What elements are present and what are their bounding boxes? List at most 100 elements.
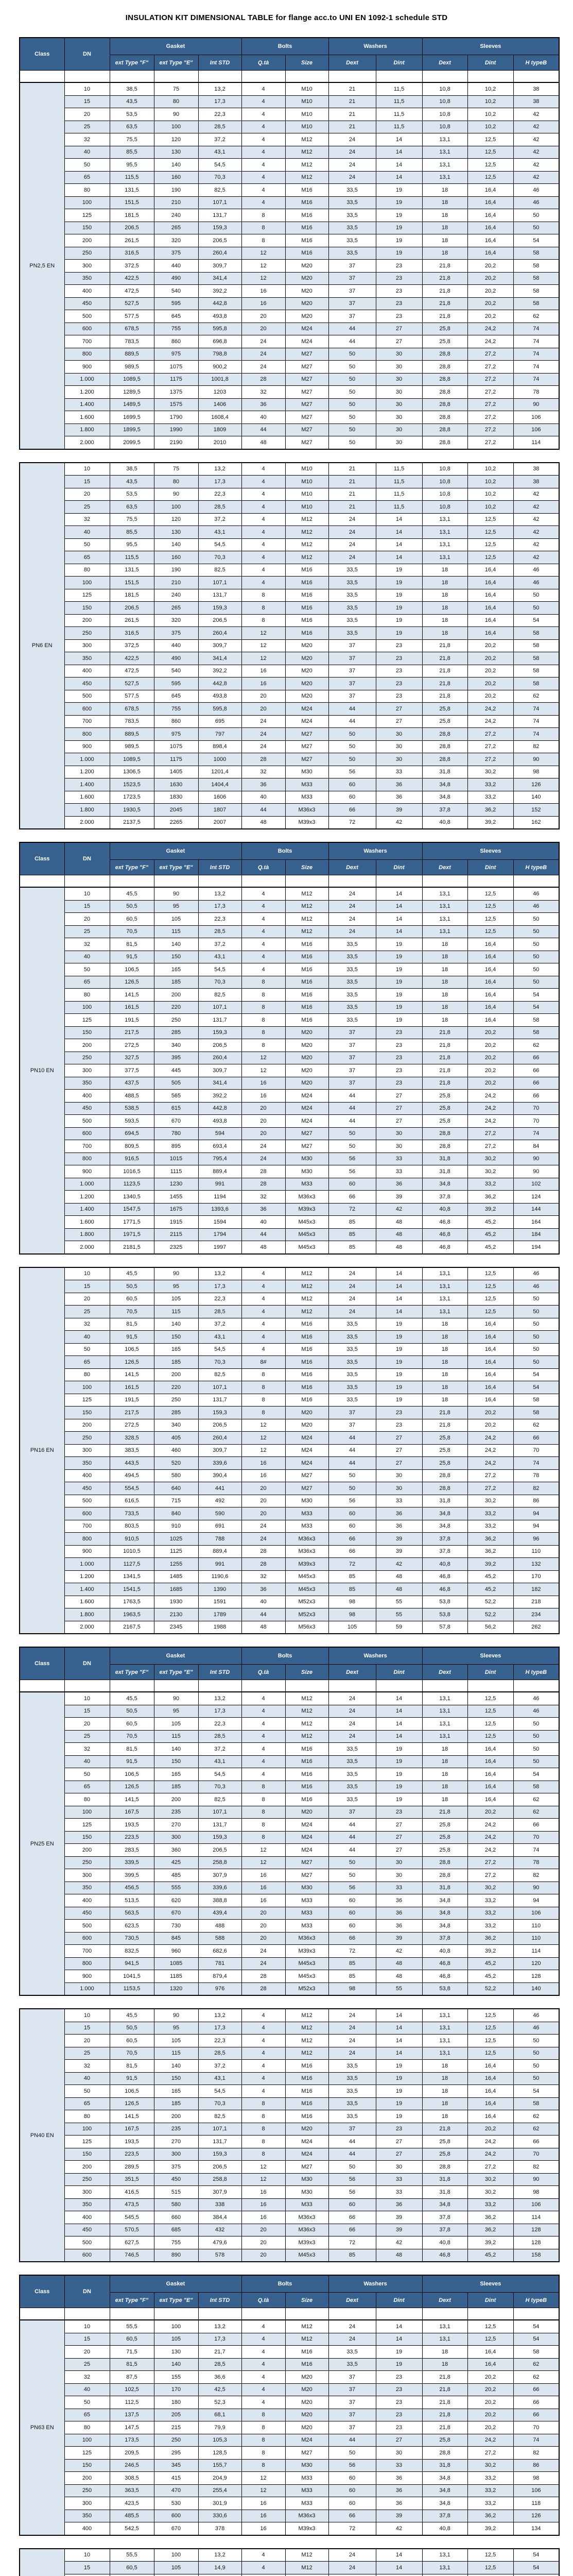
- cell-sleeve_dext: 21,8: [422, 677, 468, 690]
- cell-gasket_int_std: 131,7: [198, 1393, 242, 1406]
- cell-gasket_ext_type_e: 160: [153, 551, 199, 564]
- cell-dn: 400: [64, 284, 110, 298]
- cell-washer_dext: 24: [328, 2332, 376, 2346]
- cell-h_typeb: 50: [513, 963, 560, 976]
- cell-washer_dext: 37: [328, 259, 376, 273]
- cell-washer_dint: 19: [375, 221, 423, 234]
- cell-gasket_int_std: 1807: [198, 803, 242, 817]
- cell-sleeve_dext: 13,1: [422, 912, 468, 926]
- column-subheader-bolts_qty: Q.tà: [241, 55, 286, 71]
- cell-sleeve_dext: 13,1: [422, 538, 468, 551]
- cell-sleeve_dint: 39,2: [467, 1944, 514, 1958]
- cell-gasket_int_std: 258,8: [198, 1856, 242, 1869]
- table-row: 600 678,5 755 595,8 20 M24 44 27 25,8 24,2 74: [20, 322, 560, 335]
- cell-sleeve_dint: 12,5: [467, 900, 514, 913]
- cell-gasket_int_std: 492: [198, 1494, 242, 1507]
- cell-sleeve_dint: 16,4: [467, 1393, 514, 1406]
- cell-sleeve_dint: 45,2: [467, 2248, 514, 2262]
- cell-bolts_size: M36x3: [285, 1931, 329, 1945]
- cell-washer_dext: 98: [328, 1982, 376, 1996]
- cell-washer_dint: 33: [375, 1165, 423, 1178]
- table-row: 80 141,5 200 82,5 8 M16 33,5 19 18 16,4 62: [20, 2110, 560, 2123]
- cell-dn: 800: [64, 1957, 110, 1970]
- column-subheader-gasket_ext_type_f: ext Type "F": [109, 1664, 154, 1680]
- column-subheader-bolts_size: Size: [285, 859, 329, 875]
- cell-gasket_ext_type_f: 131,5: [109, 563, 154, 577]
- cell-gasket_ext_type_e: 205: [153, 2408, 199, 2421]
- cell-bolts_qty: 4: [241, 2548, 286, 2562]
- column-subheader-washer_dint: Dint: [375, 55, 423, 71]
- cell-washer_dint: 27: [375, 2147, 423, 2161]
- cell-bolts_size: M52x3: [285, 1608, 329, 1621]
- cell-bolts_qty: 12: [241, 626, 286, 640]
- cell-gasket_int_std: 43,1: [198, 526, 242, 539]
- cell-dn: 700: [64, 335, 110, 348]
- cell-sleeve_dint: 36,2: [467, 1931, 514, 1945]
- cell-gasket_ext_type_e: 115: [153, 2046, 199, 2060]
- cell-gasket_ext_type_e: 340: [153, 1039, 199, 1052]
- cell-gasket_int_std: 70,3: [198, 551, 242, 564]
- cell-sleeve_dint: 20,2: [467, 1418, 514, 1432]
- cell-washer_dint: 30: [375, 1127, 423, 1140]
- cell-gasket_int_std: 788: [198, 1532, 242, 1546]
- cell-gasket_ext_type_f: 577,5: [109, 689, 154, 703]
- cell-bolts_qty: 12: [241, 652, 286, 665]
- cell-sleeve_dint: 30,2: [467, 1881, 514, 1894]
- table-row: 25 81,5 140 28,5 4 M16 33,5 19 18 16,4 62: [20, 2358, 560, 2371]
- cell-washer_dext: 24: [328, 887, 376, 901]
- cell-washer_dint: 19: [375, 576, 423, 589]
- cell-bolts_qty: 8: [241, 614, 286, 627]
- table-row: 20 60,5 105 22,3 4 M12 24 14 13,1 12,5 50: [20, 912, 560, 926]
- cell-washer_dext: 33,5: [328, 1780, 376, 1793]
- blank-cell: [513, 70, 560, 83]
- cell-bolts_qty: 16: [241, 677, 286, 690]
- table-row: 700 783,5 860 696,8 24 M24 44 27 25,8 24,2 74: [20, 335, 560, 348]
- cell-dn: 10: [64, 1266, 110, 1280]
- table-row: 1.800 1963,5 2130 1789 44 M52x3 98 55 53,8 52,2 23…: [20, 1608, 560, 1621]
- cell-gasket_ext_type_e: 100: [153, 120, 199, 133]
- cell-sleeve_dext: 18: [422, 2573, 468, 2576]
- cell-bolts_qty: 44: [241, 1228, 286, 1241]
- cell-sleeve_dint: 16,4: [467, 988, 514, 1002]
- cell-sleeve_dint: 12,5: [467, 887, 514, 901]
- cell-sleeve_dext: 28,8: [422, 1127, 468, 1140]
- cell-dn: 1.800: [64, 423, 110, 436]
- cell-washer_dint: 14: [375, 2021, 423, 2035]
- cell-bolts_qty: 4: [241, 2573, 286, 2576]
- column-subheader-bolts_qty: Q.tà: [241, 859, 286, 875]
- cell-gasket_int_std: 309,7: [198, 639, 242, 652]
- cell-dn: 450: [64, 2223, 110, 2236]
- cell-sleeve_dint: 16,4: [467, 1793, 514, 1806]
- cell-gasket_ext_type_e: 580: [153, 1469, 199, 1482]
- cell-gasket_ext_type_f: 1289,5: [109, 385, 154, 399]
- cell-washer_dext: 44: [328, 322, 376, 335]
- cell-gasket_int_std: 682,6: [198, 1944, 242, 1958]
- cell-dn: 100: [64, 576, 110, 589]
- cell-sleeve_dint: 33,2: [467, 778, 514, 791]
- cell-bolts_size: M45x3: [285, 1241, 329, 1255]
- cell-bolts_size: M12: [285, 2021, 329, 2035]
- cell-washer_dint: 27: [375, 1818, 423, 1832]
- table-row: 1.400 1541,5 1685 1390 36 M45x3 85 48 46,8 45,2 18…: [20, 1583, 560, 1596]
- cell-washer_dint: 14: [375, 526, 423, 539]
- cell-washer_dext: 24: [328, 1280, 376, 1293]
- section-gap: [20, 829, 560, 842]
- cell-washer_dext: 24: [328, 1266, 376, 1280]
- cell-washer_dint: 11,5: [375, 95, 423, 108]
- cell-h_typeb: 42: [513, 145, 560, 159]
- cell-gasket_int_std: 70,3: [198, 171, 242, 184]
- cell-gasket_int_std: 82,5: [198, 563, 242, 577]
- cell-sleeve_dext: 18: [422, 626, 468, 640]
- cell-bolts_qty: 20: [241, 1906, 286, 1920]
- cell-washer_dint: 55: [375, 1982, 423, 1996]
- cell-bolts_size: M12: [285, 1266, 329, 1280]
- cell-gasket_ext_type_f: 616,5: [109, 1494, 154, 1507]
- cell-dn: 600: [64, 1931, 110, 1945]
- cell-bolts_size: M10: [285, 82, 329, 96]
- cell-gasket_ext_type_e: 540: [153, 664, 199, 677]
- cell-washer_dext: 33,5: [328, 963, 376, 976]
- cell-dn: 800: [64, 727, 110, 741]
- cell-bolts_qty: 12: [241, 272, 286, 285]
- cell-washer_dext: 21: [328, 462, 376, 476]
- cell-bolts_size: M16: [285, 950, 329, 963]
